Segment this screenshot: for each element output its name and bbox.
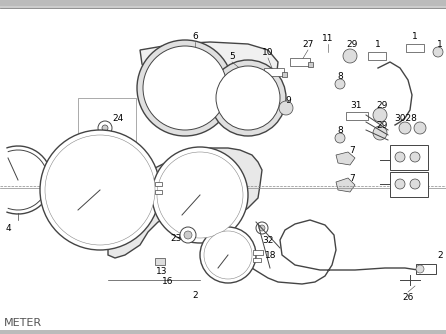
Bar	[0, 330, 446, 334]
Bar	[78, 98, 136, 146]
Text: 5: 5	[229, 51, 235, 60]
Circle shape	[395, 179, 405, 189]
Circle shape	[180, 227, 196, 243]
Text: 2: 2	[437, 250, 443, 260]
Polygon shape	[336, 152, 355, 165]
Circle shape	[137, 40, 233, 136]
Circle shape	[416, 265, 424, 273]
Text: 26: 26	[402, 294, 414, 303]
Circle shape	[210, 60, 286, 136]
Circle shape	[152, 147, 248, 243]
Bar	[416, 264, 436, 274]
Circle shape	[410, 179, 420, 189]
Circle shape	[373, 108, 387, 122]
Circle shape	[157, 152, 243, 238]
Bar	[44, 175, 52, 180]
Circle shape	[216, 66, 280, 130]
Text: 3028: 3028	[395, 114, 417, 123]
Text: 9: 9	[285, 96, 291, 105]
Text: METER: METER	[4, 318, 42, 328]
Circle shape	[343, 49, 357, 63]
Bar	[44, 185, 52, 190]
Circle shape	[200, 227, 256, 283]
Text: 27: 27	[302, 39, 314, 48]
Text: 23: 23	[170, 233, 182, 242]
Text: 7: 7	[349, 173, 355, 182]
Circle shape	[259, 225, 265, 231]
Text: 24: 24	[112, 114, 124, 123]
Bar	[44, 168, 52, 173]
Bar	[0, 0, 446, 6]
Text: 1: 1	[412, 31, 418, 40]
Polygon shape	[108, 148, 262, 258]
Bar	[346, 112, 368, 120]
Bar	[282, 72, 287, 77]
Text: 16: 16	[162, 278, 174, 287]
Text: 1: 1	[375, 39, 381, 48]
Text: 6: 6	[192, 31, 198, 40]
Text: 4: 4	[5, 223, 11, 232]
Circle shape	[256, 222, 268, 234]
Text: 8: 8	[337, 71, 343, 80]
Circle shape	[102, 125, 108, 131]
Circle shape	[45, 135, 155, 245]
Bar	[264, 68, 284, 76]
Bar	[0, 0, 446, 8]
Circle shape	[414, 122, 426, 134]
Circle shape	[143, 46, 227, 130]
Text: 11: 11	[322, 33, 334, 42]
Bar	[390, 145, 428, 170]
Polygon shape	[140, 42, 278, 120]
Circle shape	[335, 133, 345, 143]
Bar	[368, 52, 386, 60]
Text: 29: 29	[376, 101, 388, 110]
Circle shape	[98, 121, 112, 135]
Circle shape	[184, 231, 192, 239]
Bar	[253, 258, 261, 262]
Circle shape	[433, 47, 443, 57]
Text: 1: 1	[437, 39, 443, 48]
Circle shape	[279, 101, 293, 115]
Bar	[308, 62, 313, 67]
Polygon shape	[336, 178, 355, 192]
Bar	[155, 258, 165, 265]
Circle shape	[399, 122, 411, 134]
Circle shape	[410, 152, 420, 162]
Text: 31: 31	[350, 101, 362, 110]
Text: 13: 13	[156, 268, 168, 277]
Bar	[290, 58, 310, 66]
Circle shape	[373, 126, 387, 140]
Text: 8: 8	[337, 126, 343, 135]
Text: 29: 29	[346, 39, 358, 48]
Bar	[406, 44, 424, 52]
Circle shape	[204, 231, 252, 279]
Circle shape	[335, 79, 345, 89]
Circle shape	[40, 130, 160, 250]
Text: 29: 29	[376, 121, 388, 130]
Text: 7: 7	[349, 146, 355, 155]
Bar	[155, 190, 162, 194]
Text: 18: 18	[265, 250, 277, 260]
Bar	[390, 172, 428, 197]
Text: 32: 32	[262, 235, 274, 244]
Circle shape	[395, 152, 405, 162]
Bar	[155, 182, 162, 186]
Text: 2: 2	[192, 292, 198, 301]
Bar	[253, 250, 263, 255]
Text: 10: 10	[262, 47, 274, 56]
